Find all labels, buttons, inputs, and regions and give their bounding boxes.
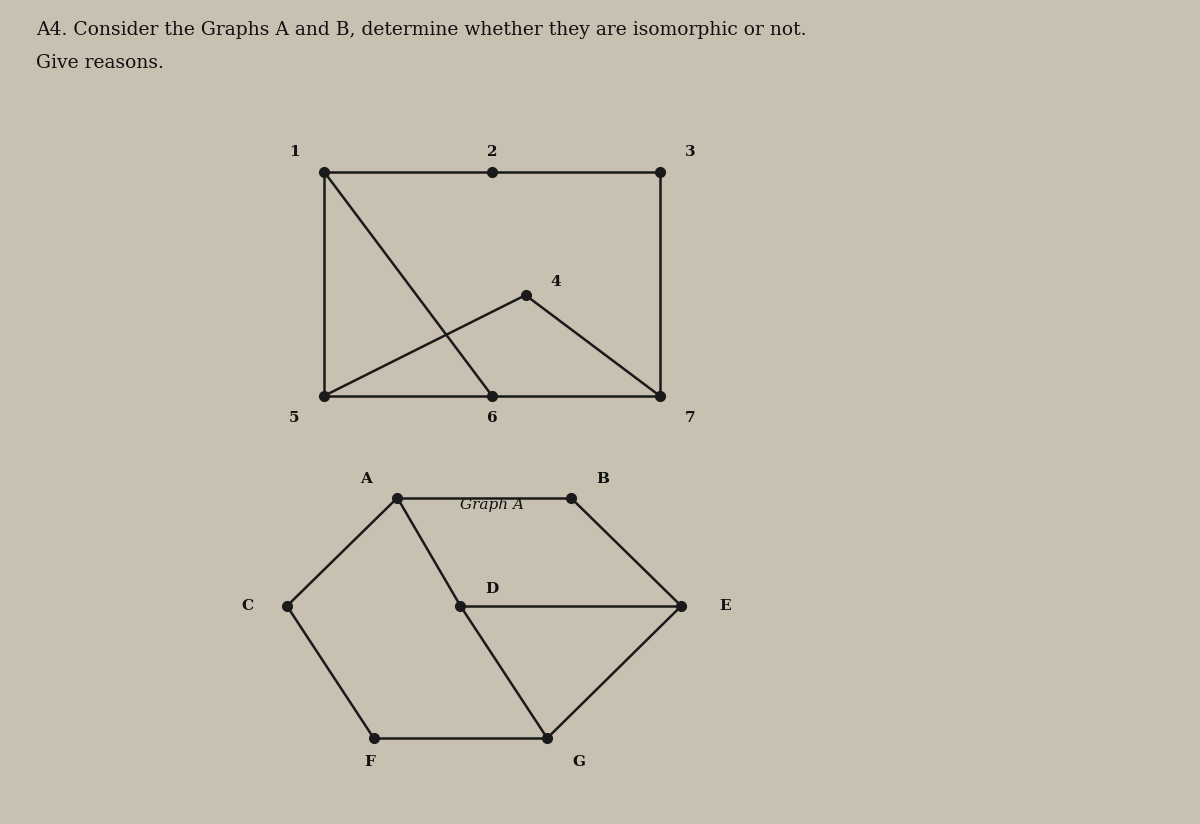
Text: E: E bbox=[719, 599, 731, 613]
Text: 2: 2 bbox=[487, 145, 497, 159]
Text: B: B bbox=[596, 471, 608, 485]
Text: 7: 7 bbox=[684, 411, 695, 425]
Text: 5: 5 bbox=[289, 411, 300, 425]
Text: C: C bbox=[241, 599, 253, 613]
Text: A4. Consider the Graphs A and B, determine whether they are isomorphic or not.: A4. Consider the Graphs A and B, determi… bbox=[36, 21, 806, 39]
Text: 3: 3 bbox=[684, 145, 695, 159]
Text: Graph A: Graph A bbox=[460, 499, 524, 513]
Text: D: D bbox=[485, 583, 499, 596]
Text: 6: 6 bbox=[487, 411, 497, 425]
Text: F: F bbox=[365, 756, 376, 769]
Text: A: A bbox=[360, 471, 372, 485]
Text: 4: 4 bbox=[551, 274, 562, 288]
Text: Give reasons.: Give reasons. bbox=[36, 54, 164, 72]
Text: G: G bbox=[572, 756, 586, 769]
Text: 1: 1 bbox=[289, 145, 300, 159]
